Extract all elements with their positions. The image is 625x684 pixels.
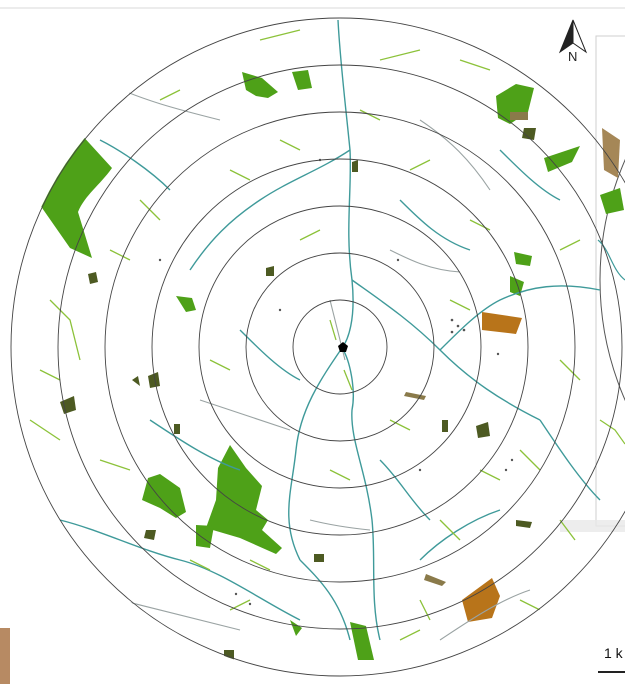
forest-patch <box>40 133 112 258</box>
cropland-patch <box>462 578 500 622</box>
study-site-pentagon-icon <box>338 342 348 352</box>
buffer-rings <box>10 17 625 677</box>
forest-patch <box>514 252 532 266</box>
forest-patch <box>544 146 580 172</box>
forest-patch <box>206 445 282 554</box>
forest-patch <box>142 474 186 518</box>
scale-bar-label: 1 k <box>604 645 623 661</box>
inset-map-panel <box>560 35 625 532</box>
corner-photo-fragment <box>0 628 10 684</box>
cropland-patch <box>482 312 522 334</box>
forest-patch <box>350 622 374 660</box>
forest-patch <box>290 620 302 636</box>
buffer-ring-5 <box>104 111 576 583</box>
north-label: N <box>568 49 578 64</box>
forest-patch <box>242 72 278 98</box>
forest-patch <box>292 70 312 90</box>
buffer-ring-7 <box>10 17 625 677</box>
buffer-ring-2 <box>245 252 435 442</box>
forest-patch <box>176 296 196 312</box>
buffer-ring-6 <box>57 64 623 630</box>
scale-bar <box>598 671 625 673</box>
north-arrow-icon <box>558 19 588 54</box>
buffer-ring-4 <box>151 158 529 536</box>
forest-patch <box>510 276 524 296</box>
buffer-ring-1 <box>292 299 388 395</box>
buffer-ring-3 <box>198 205 482 489</box>
